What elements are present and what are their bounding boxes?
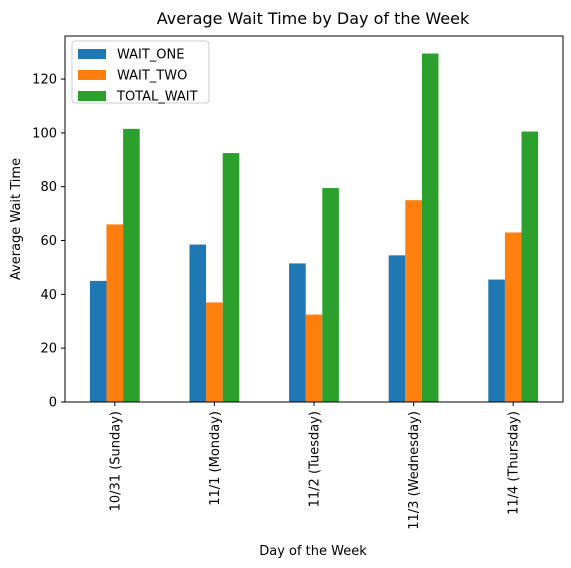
bar-wait-one-1 [189,244,207,402]
y-tick-label-6: 120 [32,73,57,88]
y-tick-label-1: 20 [40,342,57,357]
x-axis-ticks: 10/31 (Sunday) 11/1 (Monday) 11/2 (Tuesday… [108,402,522,530]
x-axis-label: Day of the Week [259,544,367,559]
legend-label-wait-one: WAIT_ONE [117,48,184,63]
y-tick-label-0: 0 [49,396,57,411]
bar-total-wait-0 [123,128,140,402]
legend: WAIT_ONE WAIT_TWO TOTAL_WAIT [71,40,210,105]
bar-wait-one-3 [388,255,406,402]
bar-wait-one-0 [89,280,107,402]
x-tick-label-2: 11/2 (Tuesday) [308,411,323,507]
y-tick-label-4: 80 [40,180,57,195]
legend-label-total-wait: TOTAL_WAIT [116,90,198,105]
bar-wait-two-0 [106,224,124,402]
y-axis-label: Average Wait Time [9,158,24,280]
bar-total-wait-3 [421,53,439,402]
legend-swatch-wait-one [78,49,106,59]
bar-total-wait-1 [222,153,240,402]
bar-wait-two-1 [206,302,223,402]
bar-total-wait-4 [521,131,539,403]
y-tick-label-5: 100 [32,126,57,141]
legend-box [71,40,210,104]
chart-title: Average Wait Time by Day of the Week [157,9,470,28]
bar-wait-two-3 [405,200,422,402]
bar-wait-one-4 [488,279,505,402]
plot-frame [64,35,564,403]
bar-wait-one-2 [289,263,306,402]
y-tick-label-3: 60 [40,234,57,249]
y-tick-label-2: 40 [40,288,57,303]
bar-total-wait-2 [322,188,339,402]
x-tick-label-3: 11/3 (Wednesday) [407,411,422,530]
x-tick-label-4: 11/4 (Thursday) [507,411,522,515]
bar-wait-two-2 [305,314,323,402]
legend-label-wait-two: WAIT_TWO [117,69,187,84]
bars-group [89,53,539,403]
x-tick-label-0: 10/31 (Sunday) [108,411,123,511]
y-axis-ticks: 0 20 40 60 80 100 120 [32,73,65,411]
x-tick-label-1: 11/1 (Monday) [208,411,223,506]
legend-swatch-total-wait [78,91,106,101]
bar-wait-two-4 [504,232,522,402]
legend-swatch-wait-two [78,70,106,80]
